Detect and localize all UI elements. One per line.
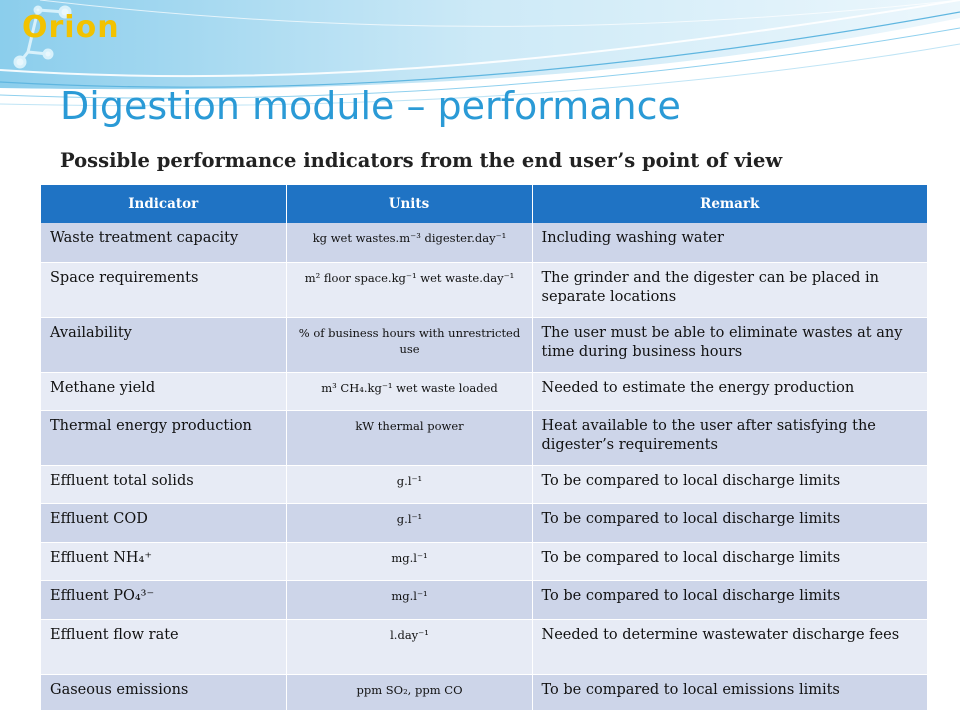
remark-cell: To be compared to local discharge limits [532,465,928,504]
table-row: Effluent total solids g.l⁻¹ To be compar… [41,465,928,504]
indicator-cell: Availability [41,317,287,373]
header-banner [0,0,960,107]
units-cell: % of business hours with unrestricted us… [286,317,533,373]
units-cell: kW thermal power [286,410,533,466]
remark-cell: To be compared to local discharge limits [532,503,928,543]
page-subtitle: Possible performance indicators from the… [60,149,783,172]
indicator-cell: Effluent NH₄⁺ [41,542,287,581]
units-cell: l.day⁻¹ [286,619,533,675]
table-row: Effluent PO₄³⁻ mg.l⁻¹ To be compared to … [41,580,928,620]
column-header-units: Units [286,185,533,223]
remark-cell: To be compared to local emissions limits [532,674,928,711]
table-row: Space requirements m² floor space.kg⁻¹ w… [41,262,928,318]
table-row: Availability % of business hours with un… [41,317,928,373]
indicator-cell: Space requirements [41,262,287,318]
units-cell: g.l⁻¹ [286,503,533,543]
page-title: Digestion module – performance [60,84,681,128]
table-row: Thermal energy production kW thermal pow… [41,410,928,466]
indicator-cell: Methane yield [41,372,287,411]
column-header-remark: Remark [532,185,927,223]
table-row: Effluent NH₄⁺ mg.l⁻¹ To be compared to l… [41,542,928,581]
units-cell: m³ CH₄.kg⁻¹ wet waste loaded [286,372,533,411]
remark-cell: Needed to estimate the energy production [532,372,928,411]
molecule-icon [13,5,72,69]
table-row: Gaseous emissions ppm SO₂, ppm CO To be … [41,674,928,711]
units-cell: mg.l⁻¹ [286,542,533,581]
units-cell: kg wet wastes.m⁻³ digester.day⁻¹ [286,223,533,263]
table-row: Waste treatment capacity kg wet wastes.m… [41,223,928,263]
remark-cell: The grinder and the digester can be plac… [532,262,928,318]
remark-cell: To be compared to local discharge limits [532,542,928,581]
remark-cell: Including washing water [532,223,928,263]
table-row: Effluent flow rate l.day⁻¹ Needed to det… [41,619,928,675]
indicator-cell: Effluent COD [41,503,287,543]
indicator-cell: Effluent PO₄³⁻ [41,580,287,620]
remark-cell: To be compared to local discharge limits [532,580,928,620]
remark-cell: Needed to determine wastewater discharge… [532,619,928,675]
indicator-cell: Effluent total solids [41,465,287,504]
indicator-cell: Thermal energy production [41,410,287,466]
units-cell: g.l⁻¹ [286,465,533,504]
indicator-cell: Effluent flow rate [41,619,287,675]
column-header-indicator: Indicator [41,185,287,223]
units-cell: m² floor space.kg⁻¹ wet waste.day⁻¹ [286,262,533,318]
logo: Orion [22,10,120,45]
performance-table: Indicator Units Remark Waste treatment c… [41,185,928,711]
units-cell: mg.l⁻¹ [286,580,533,620]
units-cell: ppm SO₂, ppm CO [286,674,533,711]
remark-cell: Heat available to the user after satisfy… [532,410,928,466]
indicator-cell: Waste treatment capacity [41,223,287,263]
table-row: Methane yield m³ CH₄.kg⁻¹ wet waste load… [41,372,928,411]
indicator-cell: Gaseous emissions [41,674,287,711]
remark-cell: The user must be able to eliminate waste… [532,317,928,373]
table-row: Effluent COD g.l⁻¹ To be compared to loc… [41,503,928,543]
table-header-row: Indicator Units Remark [41,185,927,223]
